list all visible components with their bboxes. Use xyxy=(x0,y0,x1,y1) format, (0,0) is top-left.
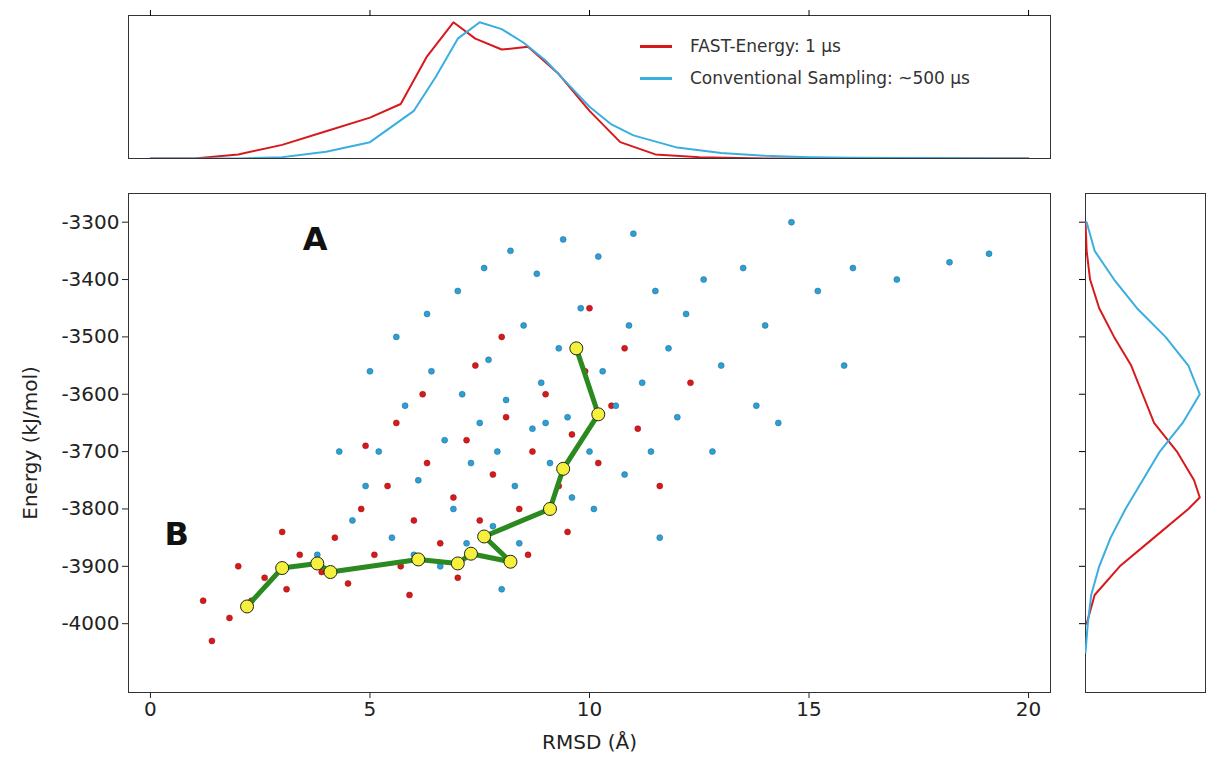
svg-text:-3400: -3400 xyxy=(61,267,119,291)
svg-text:10: 10 xyxy=(577,697,602,721)
svg-text:-3500: -3500 xyxy=(61,324,119,348)
svg-text:-4000: -4000 xyxy=(61,611,119,635)
svg-text:5: 5 xyxy=(364,697,377,721)
svg-text:-3800: -3800 xyxy=(61,496,119,520)
svg-text:RMSD (Å): RMSD (Å) xyxy=(542,730,637,754)
svg-text:B: B xyxy=(165,515,189,553)
html-text:Conventional Sampling: ~500 µs: Conventional Sampling: ~500 µs xyxy=(690,68,970,88)
svg-text:A: A xyxy=(303,220,328,258)
svg-text:0: 0 xyxy=(144,697,157,721)
svg-text:-3700: -3700 xyxy=(61,439,119,463)
svg-text:15: 15 xyxy=(796,697,821,721)
svg-text:-3600: -3600 xyxy=(61,382,119,406)
svg-text:-3300: -3300 xyxy=(61,210,119,234)
svg-text:20: 20 xyxy=(1016,697,1041,721)
svg-text:-3900: -3900 xyxy=(61,554,119,578)
svg-text:Energy (kJ/mol): Energy (kJ/mol) xyxy=(18,366,42,519)
html-text:FAST-Energy: 1 µs: FAST-Energy: 1 µs xyxy=(690,36,841,56)
